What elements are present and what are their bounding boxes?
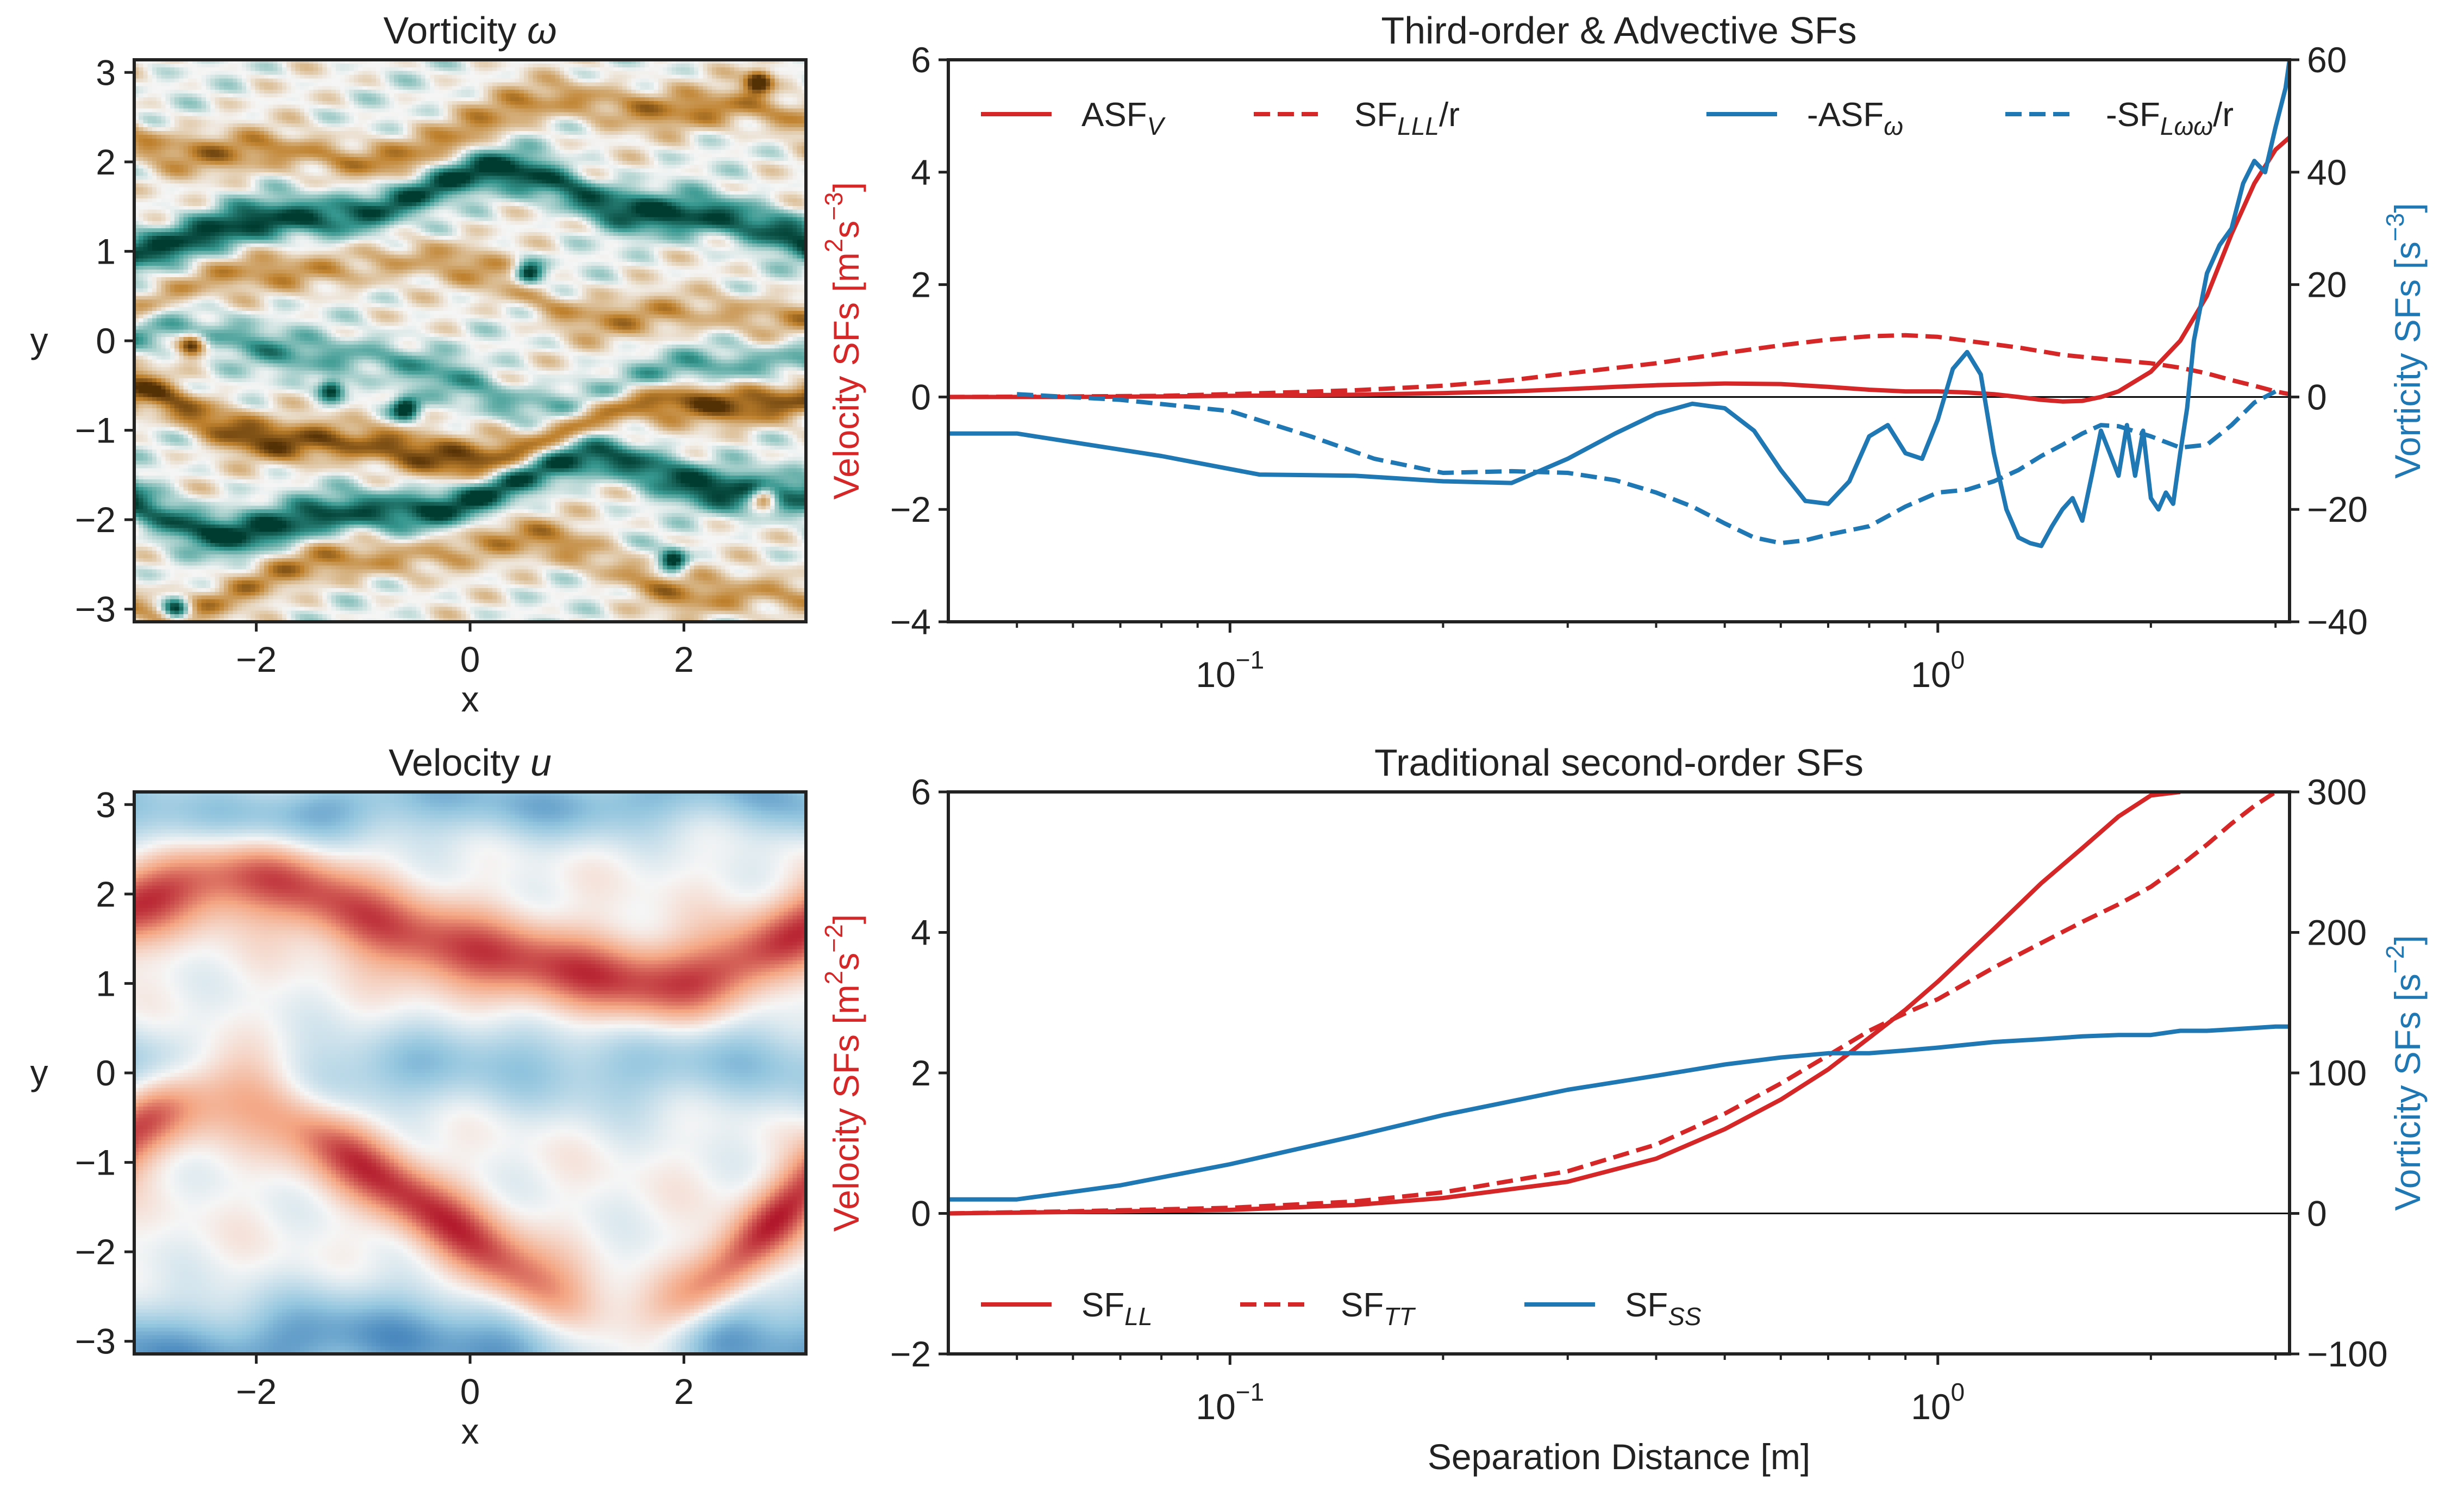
legend-label--SF_Lωω/r: -SFLωω/r — [2106, 96, 2234, 140]
x-tick-label: −2 — [236, 1371, 277, 1412]
legend-label-SF_SS: SFSS — [1625, 1287, 1702, 1331]
legend: SFLL SFTT SFSS — [981, 1287, 1702, 1331]
x-tick-label: −2 — [236, 639, 277, 679]
y-tick-label: 1 — [96, 963, 116, 1003]
legend-label-SF_LL: SFLL — [1081, 1287, 1152, 1331]
plot-frame — [948, 792, 2290, 1354]
y-left-tick-label: 0 — [911, 1194, 931, 1234]
line-panel-3: Traditional second-order SFs 10−1 100 6 4 2 0 −… — [820, 741, 2428, 1477]
plot-frame — [948, 60, 2290, 622]
y-right-tick-label: −20 — [2307, 489, 2368, 529]
y-tick-label: 2 — [96, 142, 116, 182]
y-right-tick-label: −40 — [2307, 602, 2368, 642]
y-right-tick-label: −100 — [2307, 1334, 2388, 1374]
chart-title: Third-order & Advective SFs — [1381, 9, 1856, 52]
chart-title: Traditional second-order SFs — [1374, 741, 1863, 784]
series-line--SF_Lωω/r — [1017, 391, 2275, 543]
heatmap-field — [134, 60, 806, 622]
series-group — [948, 792, 2290, 1214]
y-right-tick-label: 0 — [2307, 1194, 2327, 1234]
y-tick-label: −3 — [75, 1321, 116, 1362]
x-tick-label: 100 — [1911, 1378, 1965, 1427]
y-tick-label: −3 — [75, 589, 116, 629]
x-tick-label: 10−1 — [1196, 646, 1264, 695]
heatmap-panel-0: Vorticity ω −2 0 2 3 2 1 0 −1 −2 −3 x y — [30, 9, 806, 719]
x-tick-label: 100 — [1911, 646, 1965, 695]
y-left-tick-label: −4 — [890, 602, 931, 642]
heatmap-title: Vorticity ω — [383, 9, 556, 52]
y-right-axis-label: Vorticity SFs [s−3] — [2381, 203, 2428, 478]
y-right-tick-label: 40 — [2307, 152, 2347, 192]
y-left-tick-label: −2 — [890, 489, 931, 529]
y-tick-label: 1 — [96, 231, 116, 271]
heatmap-panel-2: Velocity u −2 0 2 3 2 1 0 −1 −2 −3 x y — [30, 741, 806, 1451]
y-left-tick-label: 6 — [911, 40, 931, 80]
y-left-tick-label: 2 — [911, 1053, 931, 1093]
y-left-tick-label: 2 — [911, 265, 931, 305]
y-right-tick-label: 60 — [2307, 40, 2347, 80]
heatmap-field — [134, 792, 806, 1354]
y-axis-label: y — [30, 320, 48, 360]
heatmap-title: Velocity u — [389, 741, 552, 784]
legend-label--ASF_ω: -ASFω — [1807, 96, 1903, 140]
y-right-tick-label: 20 — [2307, 265, 2347, 305]
x-tick-label: 2 — [674, 639, 694, 679]
y-right-tick-label: 0 — [2307, 377, 2327, 417]
y-right-tick-label: 100 — [2307, 1053, 2367, 1093]
series-line-SF_SS — [948, 1027, 2290, 1200]
y-left-axis-label: Velocity SFs [m2s−2] — [820, 914, 866, 1232]
y-right-axis-label: Vorticity SFs [s−2] — [2381, 935, 2428, 1210]
y-tick-label: −2 — [75, 1232, 116, 1272]
y-left-tick-label: 6 — [911, 772, 931, 812]
y-left-tick-label: 4 — [911, 152, 931, 192]
y-tick-label: 2 — [96, 874, 116, 914]
y-axis-label: y — [30, 1052, 48, 1092]
legend-label-SF_LLL/r: SFLLL/r — [1354, 96, 1460, 140]
y-tick-label: 3 — [96, 784, 116, 825]
legend: ASFV SFLLL/r -ASFω -SFLωω/r — [981, 96, 2234, 140]
y-tick-label: −2 — [75, 500, 116, 540]
y-left-tick-label: 4 — [911, 913, 931, 953]
legend-label-SF_TT: SFTT — [1341, 1287, 1416, 1331]
x-tick-label: 10−1 — [1196, 1378, 1264, 1427]
y-left-axis-label: Velocity SFs [m2s−3] — [820, 182, 866, 500]
y-tick-label: 0 — [96, 321, 116, 361]
y-left-tick-label: 0 — [911, 377, 931, 417]
series-line-SF_LL — [948, 792, 2180, 1214]
legend-label-ASF_V: ASFV — [1081, 96, 1166, 140]
x-axis-label: Separation Distance [m] — [1428, 1437, 1810, 1477]
y-tick-label: −1 — [75, 1142, 116, 1183]
x-axis-label: x — [461, 679, 479, 719]
x-axis-label: x — [461, 1411, 479, 1451]
y-right-tick-label: 300 — [2307, 772, 2367, 812]
y-tick-label: 0 — [96, 1053, 116, 1093]
y-right-tick-label: 200 — [2307, 913, 2367, 953]
series-line-ASF_V — [948, 138, 2290, 402]
y-left-tick-label: −2 — [890, 1334, 931, 1374]
y-tick-label: 3 — [96, 52, 116, 92]
y-tick-label: −1 — [75, 410, 116, 451]
x-tick-label: 0 — [460, 1371, 480, 1412]
x-tick-label: 0 — [460, 639, 480, 679]
x-tick-label: 2 — [674, 1371, 694, 1412]
